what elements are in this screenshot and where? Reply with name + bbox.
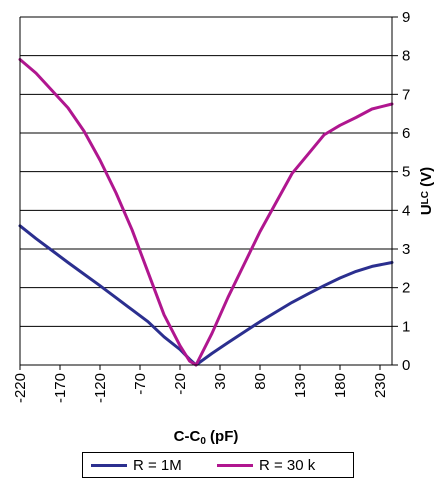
x-axis-title-main: C-C bbox=[174, 428, 201, 445]
x-tick-label--20: -20 bbox=[172, 373, 189, 395]
x-axis-title-subscript: 0 bbox=[200, 436, 206, 447]
y-tick-label-2: 2 bbox=[402, 280, 410, 297]
x-tick-label--70: -70 bbox=[132, 373, 149, 395]
plot-area bbox=[20, 17, 392, 365]
legend-label-1m: R = 1M bbox=[133, 456, 182, 474]
x-tick-labels: -220 -170 -120 -70 -20 30 80 130 180 230 bbox=[12, 373, 389, 403]
x-tick-label-30: 30 bbox=[212, 373, 229, 390]
legend-swatch-30k bbox=[217, 463, 253, 467]
y-axis-title: ULC (V) bbox=[418, 167, 435, 215]
y-tick-label-0: 0 bbox=[402, 357, 410, 374]
legend-item-1m: R = 1M bbox=[91, 453, 182, 477]
y-tick-label-9: 9 bbox=[402, 9, 410, 26]
y-tick-label-6: 6 bbox=[402, 125, 410, 142]
y-tick-label-1: 1 bbox=[402, 318, 410, 335]
y-tick-labels: 0 1 2 3 4 5 6 7 8 9 bbox=[402, 9, 410, 374]
legend: R = 1M R = 30 k bbox=[82, 452, 354, 478]
grid-lines bbox=[20, 16, 392, 327]
y-tick-label-3: 3 bbox=[402, 241, 410, 258]
x-tick-label-130: 130 bbox=[292, 373, 309, 398]
y-axis-title-main: U bbox=[418, 204, 435, 215]
y-tick-label-5: 5 bbox=[402, 164, 410, 181]
x-tick-label-80: 80 bbox=[252, 373, 269, 390]
y-tick-label-8: 8 bbox=[402, 48, 410, 65]
x-axis-title: C-C0 (pF) bbox=[174, 428, 239, 447]
x-tick-label-180: 180 bbox=[332, 373, 349, 398]
legend-label-30k: R = 30 k bbox=[259, 456, 316, 474]
x-tick-label--120: -120 bbox=[92, 373, 109, 403]
axes bbox=[19, 16, 398, 370]
y-tick-label-4: 4 bbox=[402, 202, 410, 219]
x-tick-label-230: 230 bbox=[372, 373, 389, 398]
legend-swatch-1m bbox=[91, 463, 127, 467]
y-tick-label-7: 7 bbox=[402, 86, 410, 103]
y-axis-title-unit: (V) bbox=[418, 167, 435, 191]
legend-item-30k: R = 30 k bbox=[217, 453, 315, 477]
x-tick-label--170: -170 bbox=[52, 373, 69, 403]
y-axis-title-subscript: LC bbox=[420, 191, 431, 204]
x-axis-title-unit: (pF) bbox=[206, 428, 238, 445]
x-tick-label--220: -220 bbox=[12, 373, 29, 403]
